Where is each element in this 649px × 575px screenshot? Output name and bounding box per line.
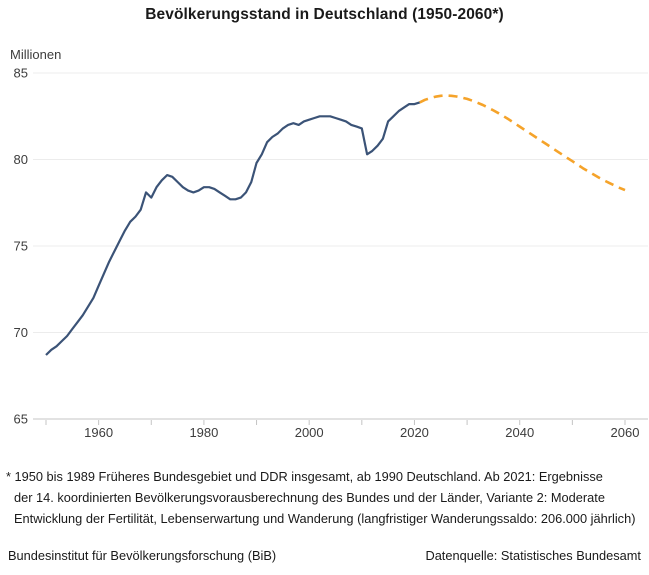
- chart-title: Bevölkerungsstand in Deutschland (1950-2…: [145, 6, 504, 23]
- projection-line: [419, 94, 626, 192]
- y-axis-tick-label: 65: [14, 412, 28, 427]
- x-axis-tick-label: 2040: [505, 425, 534, 440]
- x-axis-tick-label: 2020: [400, 425, 429, 440]
- population-chart: 65 70 75 80 85 1960 1980 2000 2020 2040 2060: [14, 66, 648, 440]
- y-axis-tick-label: 80: [14, 152, 28, 167]
- footnote-line: * 1950 bis 1989 Früheres Bundesgebiet un…: [6, 469, 603, 484]
- data-source: Datenquelle: Statistisches Bundesamt: [425, 548, 641, 563]
- chart-footnote: * 1950 bis 1989 Früheres Bundesgebiet un…: [6, 466, 642, 529]
- x-axis-tick-label: 2060: [611, 425, 640, 440]
- x-axis-tick-label: 1960: [84, 425, 113, 440]
- y-axis-tick-label: 85: [14, 66, 28, 81]
- y-axis-tick-label: 70: [14, 325, 28, 340]
- source-institute: Bundesinstitut für Bevölkerungsforschung…: [8, 548, 277, 563]
- y-axis-tick-label: 75: [14, 239, 28, 254]
- y-axis-unit-label: Millionen: [10, 47, 62, 62]
- x-axis-tick-label: 2000: [295, 425, 324, 440]
- historical-line: [45, 101, 421, 356]
- footnote-line: Entwicklung der Fertilität, Lebenserwart…: [14, 511, 636, 526]
- footnote-line: der 14. koordinierten Bevölkerungsvoraus…: [14, 490, 605, 505]
- x-axis-tick-label: 1980: [189, 425, 218, 440]
